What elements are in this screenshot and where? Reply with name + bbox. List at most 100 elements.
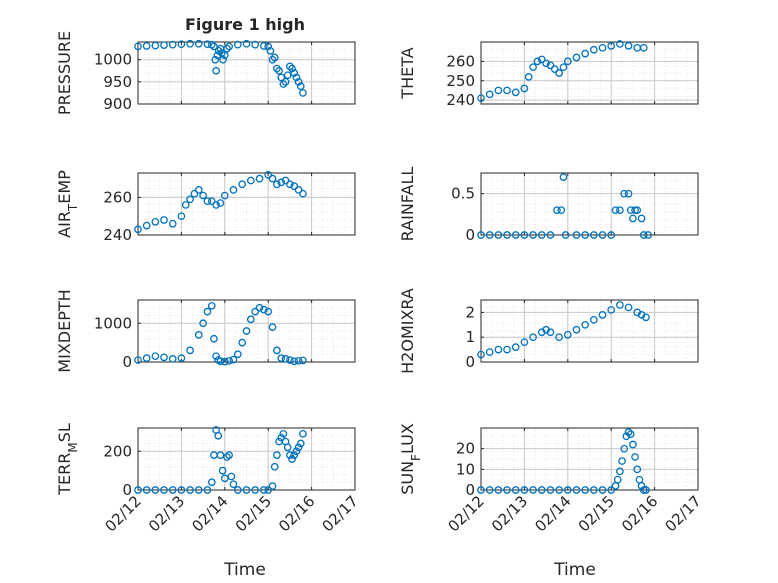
data-point (631, 206, 639, 215)
data-point (546, 328, 555, 337)
data-point (225, 451, 233, 459)
y-tick-label: 950 (103, 73, 132, 91)
x-label-left: Time (223, 560, 266, 580)
data-point (589, 486, 598, 494)
data-point (598, 43, 607, 52)
axes-frame (480, 299, 699, 363)
panel-0: 900 950 1000 PRESSURE (55, 31, 356, 115)
data-point (520, 338, 529, 347)
y-axis-label: RAINFALL (398, 167, 417, 242)
data-point (563, 330, 572, 339)
data-point (555, 486, 563, 494)
data-point (529, 63, 537, 72)
data-point (494, 231, 503, 239)
data-point (537, 55, 546, 64)
data-point (629, 214, 637, 223)
data-point (212, 201, 220, 209)
data-point (270, 462, 279, 471)
data-point (557, 206, 566, 215)
data-point (246, 176, 255, 185)
data-point (279, 429, 288, 438)
data-point (273, 64, 281, 73)
data-point (639, 231, 648, 239)
data-point (251, 307, 260, 316)
data-point (294, 356, 303, 365)
panel-3: 0 0.5 RAINFALL (398, 167, 699, 244)
data-point (642, 313, 650, 322)
data-point (290, 69, 299, 77)
data-point (277, 178, 286, 187)
data-point (292, 447, 301, 456)
data-point (296, 82, 305, 91)
data-point (281, 355, 290, 363)
data-point (494, 345, 503, 354)
x-tick-label: 02/15 (575, 492, 618, 535)
data-point (290, 451, 299, 459)
data-point (485, 90, 494, 99)
data-point (220, 191, 229, 200)
data-point (264, 486, 273, 494)
data-point (268, 174, 277, 183)
data-point (607, 231, 616, 239)
data-point (633, 465, 642, 474)
panel-2: 240 260 AIRTEMP (55, 170, 356, 244)
data-point (255, 174, 264, 183)
data-point (477, 231, 485, 239)
data-point (270, 53, 279, 62)
x-tick-label: 02/16 (618, 492, 661, 535)
data-point (637, 482, 646, 490)
data-point (281, 78, 290, 86)
y-tick-label: 1000 (94, 51, 132, 69)
data-point (160, 216, 168, 224)
x-label-right: Time (553, 560, 596, 580)
axes-frame (137, 41, 356, 105)
data-point (199, 319, 207, 328)
data-point (214, 431, 223, 440)
data-point (277, 433, 286, 442)
y-tick-label: 2 (465, 303, 475, 321)
y-tick-label: 0 (465, 226, 475, 244)
y-tick-label: 0 (122, 353, 132, 371)
data-point (177, 212, 186, 221)
data-point (561, 231, 570, 239)
data-point (219, 55, 227, 64)
data-point (242, 39, 251, 48)
data-point (292, 73, 301, 82)
data-point (533, 57, 542, 66)
data-point (511, 88, 520, 97)
data-point (294, 78, 303, 86)
y-tick-label: 0.5 (451, 185, 475, 203)
data-point (177, 354, 186, 362)
panel-4: 0 1000 MIXDEPTH (55, 289, 356, 373)
data-point (186, 195, 194, 204)
data-point (616, 206, 624, 215)
data-point (134, 486, 142, 494)
data-point (581, 231, 590, 239)
data-point (229, 480, 238, 489)
data-point (142, 42, 151, 50)
data-point (494, 486, 503, 494)
y-axis-label: H2OMIXRA (398, 288, 417, 374)
data-point (223, 453, 231, 461)
y-axis-label: MIXDEPTH (55, 289, 74, 372)
data-point (550, 65, 559, 73)
data-point (611, 482, 620, 490)
data-point (563, 486, 572, 494)
data-point (168, 40, 177, 49)
x-tick-label: 02/13 (488, 492, 531, 535)
data-point (220, 357, 229, 366)
y-tick-label: 250 (446, 72, 475, 90)
data-point (589, 45, 598, 54)
data-point (283, 443, 292, 452)
data-point (294, 443, 303, 452)
data-point (616, 467, 624, 476)
y-tick-label: 0 (122, 481, 132, 499)
data-point (275, 66, 283, 75)
data-point (572, 486, 581, 494)
data-point (207, 40, 216, 49)
data-point (598, 231, 607, 239)
data-point (229, 186, 238, 194)
data-point (616, 40, 624, 48)
